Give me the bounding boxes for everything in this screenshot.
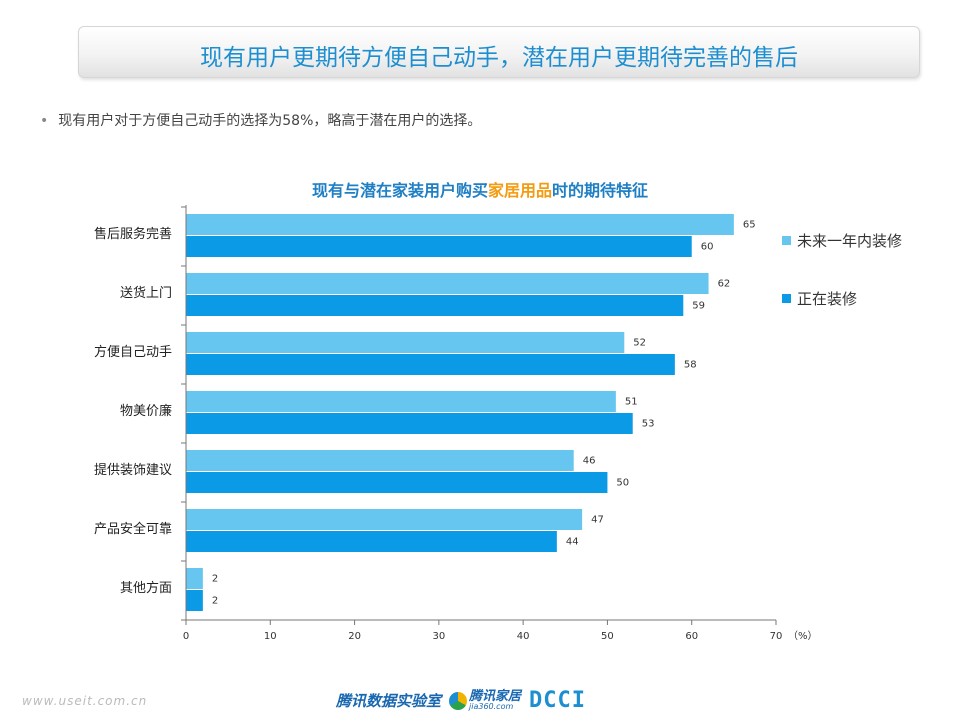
tencent-data-lab-logo: 腾讯数据实验室	[336, 692, 442, 710]
footer-url: www.useit.com.cn	[22, 694, 148, 708]
bar	[186, 332, 625, 353]
bullet-note: • 现有用户对于方便自己动手的选择为58%，略高于潜在用户的选择。	[40, 110, 481, 130]
x-tick-label: 10	[264, 631, 277, 642]
chart-title-highlight: 家居用品	[487, 181, 552, 200]
chart-legend: 未来一年内装修 正在装修	[782, 230, 902, 346]
bullet-icon: •	[40, 113, 49, 129]
bar	[186, 236, 692, 257]
x-tick-label: 50	[601, 631, 614, 642]
bar-value-label: 58	[684, 360, 697, 371]
bar-value-label: 46	[583, 456, 596, 467]
bar	[186, 472, 608, 493]
bar-value-label: 2	[212, 596, 218, 607]
category-label: 产品安全可靠	[94, 521, 172, 537]
bar	[186, 531, 557, 552]
page-title: 现有用户更期待方便自己动手，潜在用户更期待完善的售后	[200, 45, 798, 71]
x-tick-label: 30	[432, 631, 445, 642]
bar-value-label: 51	[625, 397, 638, 408]
bar-value-label: 44	[566, 537, 579, 548]
bar-value-label: 47	[591, 515, 604, 526]
chart-title-part1: 现有与潜在家装用户购买	[311, 181, 488, 200]
bar	[186, 214, 734, 235]
category-label: 物美价廉	[120, 403, 172, 419]
legend-label-series-1: 未来一年内装修	[797, 231, 903, 250]
jia-logo-icon	[449, 691, 468, 710]
x-tick-label: 40	[517, 631, 530, 642]
bar-value-label: 65	[743, 220, 756, 231]
bar	[186, 450, 574, 471]
bar	[186, 568, 203, 589]
bar	[186, 590, 203, 611]
category-label: 方便自己动手	[94, 344, 172, 360]
category-label: 售后服务完善	[94, 226, 172, 242]
legend-swatch-series-1	[782, 235, 791, 245]
chart-title-part2: 时的期待特征	[552, 181, 649, 200]
bar-value-label: 60	[701, 242, 714, 253]
legend-item-series-1: 未来一年内装修	[782, 230, 902, 250]
category-label: 其他方面	[120, 580, 172, 596]
x-tick-label: 0	[183, 631, 189, 642]
category-label: 提供装饰建议	[94, 462, 172, 478]
legend-swatch-series-2	[782, 293, 791, 303]
legend-item-series-2: 正在装修	[782, 288, 902, 308]
bar-value-label: 62	[718, 279, 731, 290]
jia-logo-text: 腾讯家居	[469, 689, 522, 704]
bullet-text: 现有用户对于方便自己动手的选择为58%，略高于潜在用户的选择。	[58, 113, 482, 129]
bar-value-label: 52	[633, 338, 646, 349]
x-axis-unit-label: （%）	[788, 630, 818, 642]
bar-value-label: 2	[212, 574, 218, 585]
bar	[186, 354, 675, 375]
x-tick-label: 20	[348, 631, 361, 642]
category-label: 送货上门	[120, 285, 172, 301]
bar-value-label: 50	[616, 478, 629, 489]
legend-label-series-2: 正在装修	[797, 289, 858, 308]
x-tick-label: 70	[770, 631, 783, 642]
bar	[186, 509, 583, 530]
bar	[186, 273, 709, 294]
bar	[186, 391, 616, 412]
chart-title: 现有与潜在家装用户购买家居用品时的期待特征	[0, 177, 960, 201]
dcci-logo: DCCI	[529, 688, 587, 713]
title-bar: 现有用户更期待方便自己动手，潜在用户更期待完善的售后	[78, 26, 920, 78]
bar-value-label: 59	[692, 301, 705, 312]
bar	[186, 413, 633, 434]
footer-logos: 腾讯数据实验室 腾讯家居 jia360.com DCCI	[336, 688, 586, 713]
x-tick-label: 60	[685, 631, 698, 642]
bar	[186, 295, 684, 316]
bar-value-label: 53	[642, 419, 655, 430]
tencent-jia-logo: 腾讯家居 jia360.com	[449, 690, 521, 711]
jia-logo-subtext: jia360.com	[469, 702, 514, 711]
